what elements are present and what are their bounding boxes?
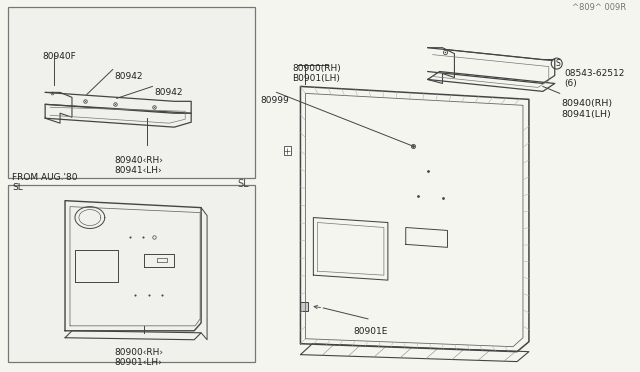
Text: 80940F: 80940F (42, 52, 76, 61)
Text: S: S (556, 59, 560, 68)
Bar (284, 146, 291, 155)
Text: 08543-62512
(6): 08543-62512 (6) (564, 68, 625, 88)
Bar (8, 185, 255, 362)
Text: 80900‹RH›
80901‹LH›: 80900‹RH› 80901‹LH› (115, 348, 164, 367)
Text: 80942: 80942 (154, 89, 183, 97)
Text: 80942: 80942 (115, 71, 143, 80)
Text: SL: SL (237, 179, 249, 189)
Bar (8, 7, 255, 178)
Text: 80940‹RH›
80941‹LH›: 80940‹RH› 80941‹LH› (115, 156, 164, 175)
Text: 80999: 80999 (260, 96, 289, 105)
Text: 80901E: 80901E (353, 327, 387, 336)
Text: ^809^ 009R: ^809^ 009R (572, 3, 626, 12)
Bar (300, 302, 308, 311)
Text: 80900(RH)
B0901(LH): 80900(RH) B0901(LH) (292, 64, 341, 83)
Text: 80940(RH)
80941(LH): 80940(RH) 80941(LH) (562, 99, 613, 119)
Text: FROM AUG.'80
SL: FROM AUG.'80 SL (12, 173, 78, 192)
